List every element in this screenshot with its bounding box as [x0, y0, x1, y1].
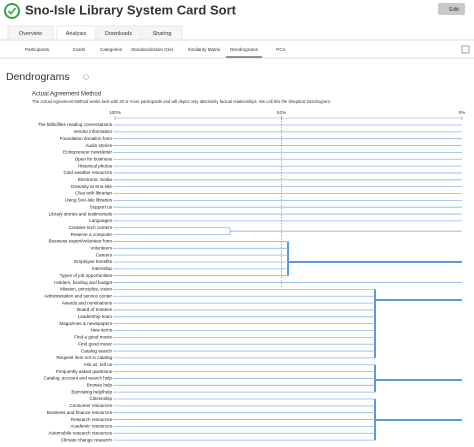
subtab-label[interactable]: Categories	[100, 47, 123, 52]
leaf-label: The bibliofiles reading conversations	[38, 122, 113, 127]
leaf-label: Request item not in catalog	[56, 355, 112, 360]
section-title: Dendrograms	[6, 71, 70, 83]
edit-button[interactable]	[438, 3, 465, 15]
leaf-label: Research resources	[71, 417, 113, 422]
leaf-label: Employee benefits	[74, 259, 112, 264]
leaf-label: Browse help	[87, 383, 113, 388]
leaf-label: Entrepreneur newsletter	[63, 150, 112, 155]
leaf-label: Electronic media	[78, 177, 112, 182]
tab[interactable]	[56, 25, 96, 41]
leaf-label: Volunteers	[90, 246, 112, 251]
leaf-label: Ask us, tell us	[84, 362, 113, 367]
tab[interactable]	[7, 25, 54, 41]
leaf-label: Find a good movie	[74, 335, 112, 340]
edit-label[interactable]: Edit	[449, 7, 459, 13]
subtab-label[interactable]: Standardization Grid	[131, 47, 173, 52]
leaf-label: Foundation donation form	[60, 136, 113, 141]
subtab-label[interactable]: Cards	[73, 47, 86, 52]
subtab-label[interactable]: PCA	[276, 47, 286, 52]
axis-label: 0%	[459, 110, 466, 115]
tab-label[interactable]: Sharing	[153, 31, 172, 37]
expand-icon[interactable]	[461, 45, 470, 54]
tab-label[interactable]: Analysis	[66, 31, 87, 37]
logo	[4, 3, 20, 19]
merge	[287, 241, 462, 276]
leaf-label: Administration and service center	[44, 293, 112, 298]
leaf-label: Audio stories	[85, 143, 112, 148]
subtab-label[interactable]: Participants	[25, 47, 50, 52]
leaf-label: Business expert/volunteer form	[49, 239, 112, 244]
leaf-label: Catalog, account and search help	[44, 376, 113, 381]
merge	[229, 227, 462, 235]
leaf-label: Chat with librarian	[75, 191, 112, 196]
leaf-label: Internship	[92, 266, 113, 271]
leaf-label: Mission, principles, vision	[60, 287, 112, 292]
tab-label[interactable]: Overview	[19, 31, 42, 37]
leaf-label: Reserve a computer	[71, 232, 113, 237]
method-description: The Actual Agreement Method works best w…	[32, 99, 331, 104]
leaf-label: Automobile research resources	[48, 430, 112, 435]
subtab-label[interactable]: Similarity Matrix	[188, 47, 221, 52]
leaf-label: Holders, funding and budget	[54, 280, 112, 285]
tab[interactable]	[96, 25, 141, 41]
leaf-label: Business and finance resources	[47, 410, 113, 415]
tab-label[interactable]: Downloads	[105, 31, 132, 37]
info-icon[interactable]	[83, 74, 89, 80]
leaf-label: Find good music	[78, 341, 112, 346]
leaf-label: Leadership team	[78, 314, 112, 319]
leaf-label: Types of job opportunities	[60, 273, 113, 278]
leaf-label: Languages	[89, 218, 112, 223]
leaf-label: Using Sno-Isle libraries	[65, 198, 113, 203]
leaf-label: Creative tech centers	[69, 225, 113, 230]
leaf-label: Historical photos	[78, 163, 113, 168]
subtab-label[interactable]: Dendrograms	[230, 47, 259, 52]
leaf-label: Diversity at Sno-Isle	[71, 184, 112, 189]
leaf-label: Awards and nominations	[62, 300, 113, 305]
axis-label: 52%	[277, 110, 286, 115]
leaf-label: Open for business	[75, 156, 113, 161]
leaf-label: Frequently asked questions	[56, 369, 113, 374]
page-title: Sno-Isle Library System Card Sort	[25, 2, 237, 17]
leaf-label: Catalog search	[81, 348, 112, 353]
dendrogram-links	[113, 124, 462, 441]
leaf-label: New items	[91, 328, 113, 333]
leaf-label: Support us	[90, 204, 113, 209]
method-title: Actual Agreement Method	[32, 92, 101, 98]
leaf-label: Magazines & newspapers	[59, 321, 112, 326]
leaf-label: Vendor information	[73, 129, 112, 134]
logo-check	[7, 7, 17, 15]
tab[interactable]	[141, 25, 183, 41]
leaf-label: Academic resources	[70, 424, 112, 429]
leaf-label: Careers	[96, 252, 113, 257]
leaf-label: Board of trustees	[77, 307, 113, 312]
leaf-label: Climate change research	[61, 437, 113, 442]
leaf-label: Borrowing help/help	[71, 389, 112, 394]
axis-label: 100%	[109, 110, 121, 115]
leaf-label: Library stories and testimonials	[49, 211, 113, 216]
leaf-label: Cold weather resources	[63, 170, 112, 175]
leaf-label: Citizenship	[90, 396, 113, 401]
leaf-label: Consumer resources	[69, 403, 112, 408]
